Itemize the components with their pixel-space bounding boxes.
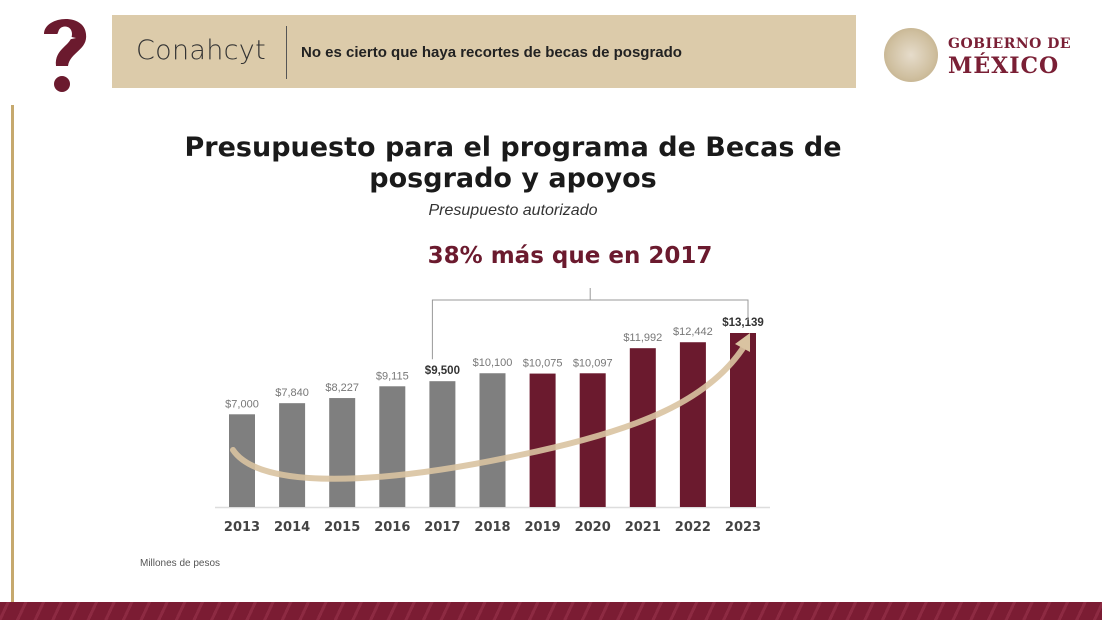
x-tick-label: 2019 — [525, 520, 561, 535]
units-label: Millones de pesos — [140, 558, 221, 569]
data-label: $10,097 — [573, 357, 613, 369]
trend-arrow-head-icon — [735, 333, 750, 352]
question-mark-logo-icon — [44, 18, 87, 92]
brand-name: Conahcyt — [136, 35, 266, 66]
data-label: $13,139 — [722, 317, 764, 329]
x-tick-label: 2020 — [575, 520, 611, 535]
x-tick-label: 2013 — [224, 520, 260, 535]
bar-2017 — [429, 381, 456, 507]
bar-2019 — [529, 373, 556, 507]
bar-2016 — [379, 386, 406, 507]
decorative-footer-band — [0, 602, 1102, 620]
data-label: $11,992 — [623, 332, 662, 344]
divider — [286, 26, 287, 79]
gov-logo-line1: GOBIERNO DE — [948, 36, 1072, 52]
x-tick-label: 2018 — [474, 520, 510, 535]
gov-logo-line2: MÉXICO — [948, 53, 1060, 79]
national-seal-icon — [884, 28, 938, 82]
bar-2018 — [479, 373, 506, 507]
bar-2014 — [279, 403, 306, 507]
data-label: $10,075 — [523, 358, 563, 370]
data-label: $10,100 — [473, 357, 513, 369]
data-label: $9,115 — [376, 370, 409, 382]
chart-title: Presupuesto para el programa de Becas de… — [184, 132, 842, 194]
annotation-bracket — [431, 288, 749, 360]
x-tick-label: 2016 — [374, 520, 410, 535]
bar-2022 — [679, 342, 706, 507]
data-label: $9,500 — [425, 365, 460, 377]
gobierno-de-mexico-logo: GOBIERNO DE MÉXICO — [882, 26, 1082, 86]
data-label: $7,000 — [225, 398, 259, 410]
chart-subtitle: Presupuesto autorizado — [428, 202, 598, 219]
data-label: $12,442 — [673, 326, 713, 338]
x-tick-label: 2022 — [675, 520, 711, 535]
x-tick-label: 2023 — [725, 520, 761, 535]
header-banner: Conahcyt No es cierto que haya recortes … — [112, 15, 856, 88]
x-tick-label: 2015 — [324, 520, 360, 535]
data-label: $8,227 — [325, 382, 359, 394]
data-label: $7,840 — [275, 387, 309, 399]
chart-annotation: 38% más que en 2017 — [427, 243, 713, 269]
x-tick-label: 2017 — [424, 520, 460, 535]
headline: No es cierto que haya recortes de becas … — [301, 44, 682, 61]
x-tick-label: 2021 — [625, 520, 661, 535]
x-tick-label: 2014 — [274, 520, 310, 535]
decorative-left-line — [11, 105, 14, 602]
bar-2021 — [629, 348, 656, 507]
trend-arrow — [230, 342, 748, 482]
bar-2015 — [329, 398, 356, 507]
